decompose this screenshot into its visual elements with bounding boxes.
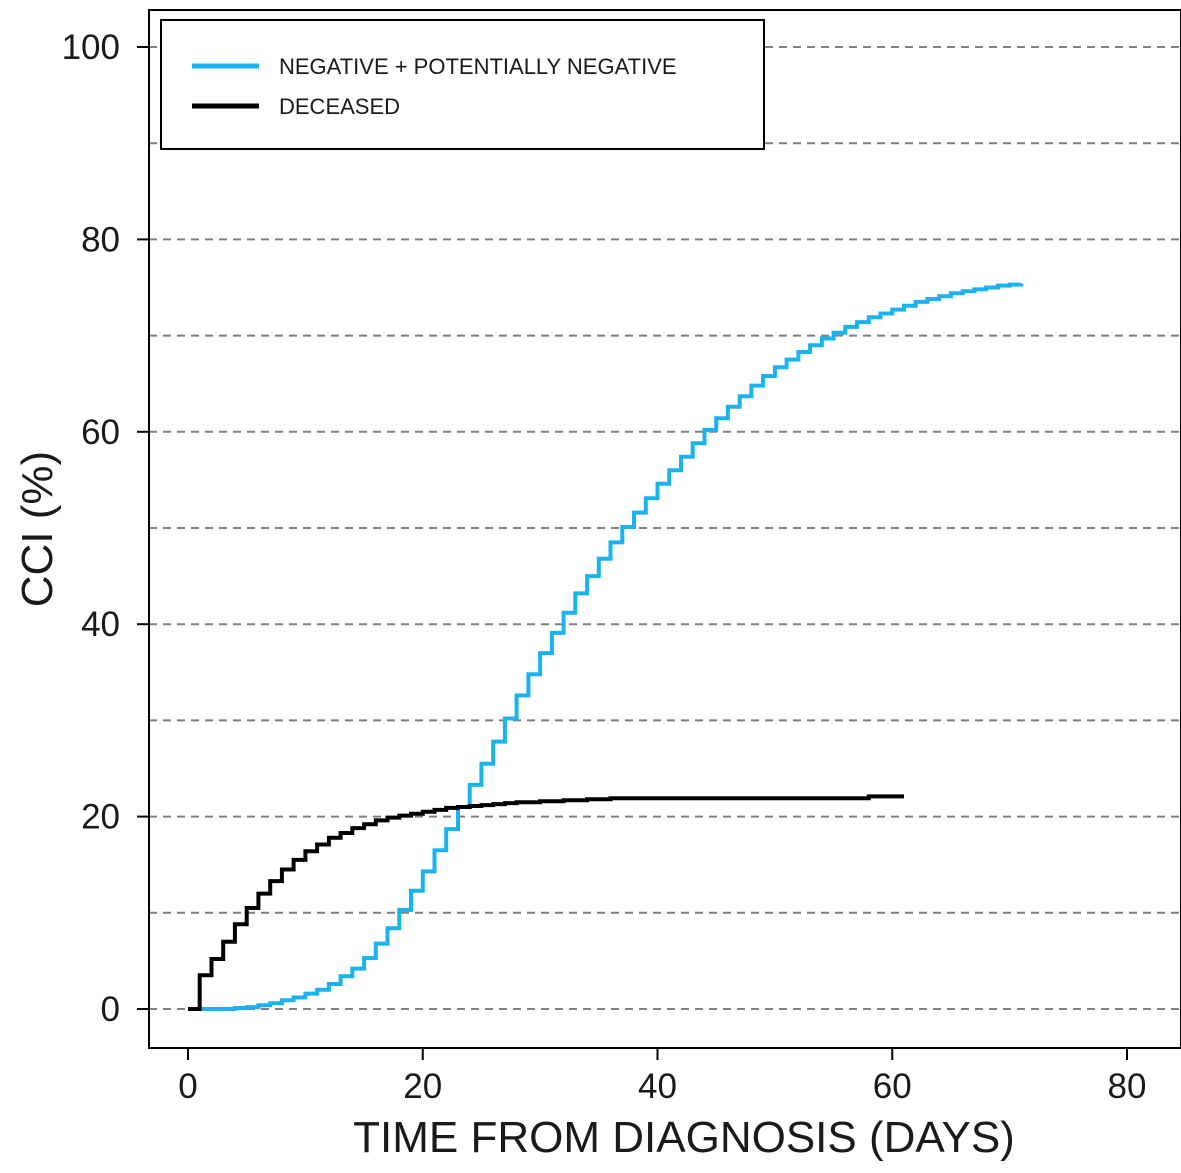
series-line-negative: [188, 282, 1024, 1011]
y-tick-label: 40: [81, 605, 120, 644]
x-tick-label: 0: [178, 1067, 197, 1106]
y-tick-label: 20: [81, 798, 120, 837]
series-line-deceased: [188, 794, 904, 1011]
legend-box: [160, 19, 765, 150]
x-axis-title: TIME FROM DIAGNOSIS (DAYS): [353, 1113, 1015, 1162]
plot-frame: [148, 9, 1181, 1049]
grid-lines: [149, 46, 1181, 1010]
series-lines: [188, 282, 1024, 1011]
y-tick-label: 100: [62, 28, 120, 67]
legend-label-deceased: DECEASED: [279, 94, 400, 119]
y-axis-title: CCI (%): [13, 451, 62, 607]
x-tick-label: 20: [403, 1067, 442, 1106]
y-tick-label: 0: [101, 990, 120, 1029]
legend-label-negative: NEGATIVE + POTENTIALLY NEGATIVE: [279, 54, 677, 79]
legend: NEGATIVE + POTENTIALLY NEGATIVE DECEASED: [160, 19, 765, 150]
y-tick-label: 60: [81, 413, 120, 452]
x-tick-label: 60: [873, 1067, 912, 1106]
x-tick-label: 40: [638, 1067, 677, 1106]
x-tick-label: 80: [1108, 1067, 1147, 1106]
y-tick-label: 80: [81, 220, 120, 259]
axis-ticks: 0 20 40 60 80 100 0 20 40 60 80: [62, 28, 1147, 1106]
